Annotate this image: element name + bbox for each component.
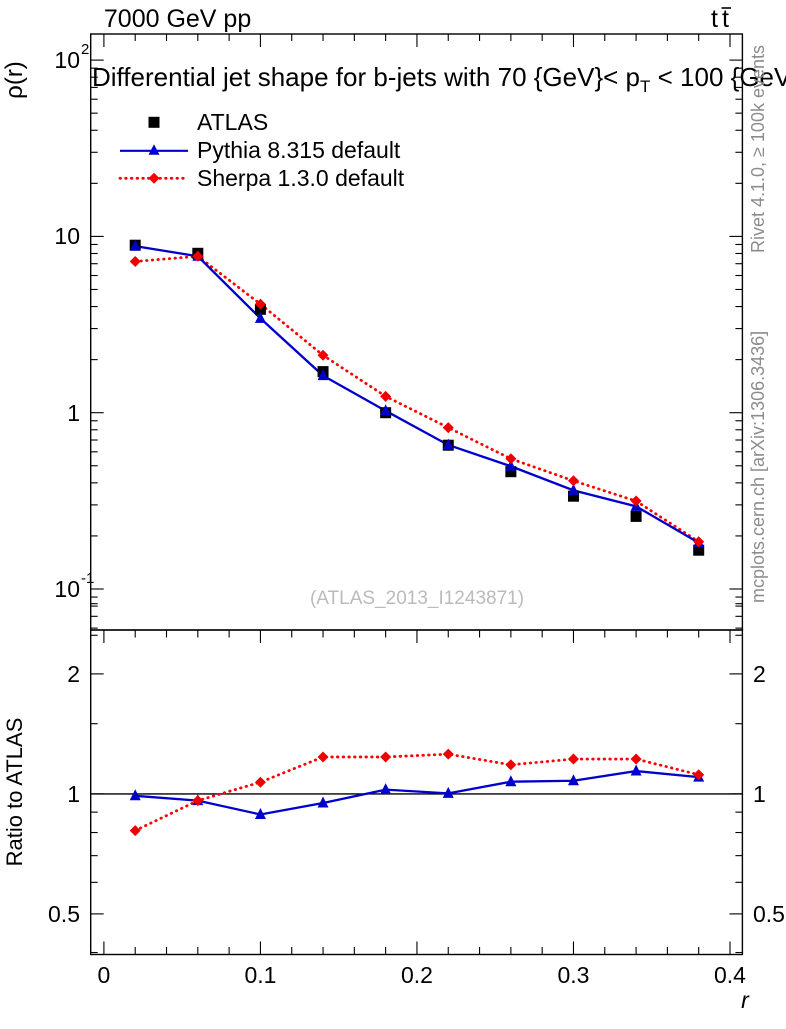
svg-text:0.5: 0.5 [48, 901, 80, 927]
svg-text:0.3: 0.3 [557, 962, 589, 988]
svg-text:0.1: 0.1 [244, 962, 276, 988]
svg-text:mcplots.cern.ch [arXiv:1306.34: mcplots.cern.ch [arXiv:1306.3436] [748, 331, 768, 603]
svg-text:0.4: 0.4 [714, 962, 746, 988]
svg-text:0.5: 0.5 [753, 901, 785, 927]
svg-text:2: 2 [753, 661, 766, 687]
svg-text:2: 2 [81, 41, 89, 58]
svg-text:Ratio to ATLAS: Ratio to ATLAS [2, 718, 27, 867]
svg-text:0: 0 [98, 962, 111, 988]
svg-text:2: 2 [67, 661, 80, 687]
svg-text:t: t [722, 5, 729, 33]
svg-text:7000 GeV pp: 7000 GeV pp [104, 5, 251, 33]
svg-text:-1: -1 [81, 570, 94, 587]
svg-text:r: r [741, 987, 750, 1013]
svg-text:Sherpa 1.3.0 default: Sherpa 1.3.0 default [197, 165, 405, 191]
svg-text:Pythia 8.315 default: Pythia 8.315 default [197, 137, 401, 163]
svg-text:ATLAS: ATLAS [197, 109, 268, 135]
svg-text:10: 10 [54, 223, 80, 249]
svg-text:1: 1 [67, 400, 80, 426]
svg-text:Differential jet shape for b-j: Differential jet shape for b-jets with 7… [92, 62, 786, 96]
svg-text:Rivet 4.1.0, ≥ 100k events: Rivet 4.1.0, ≥ 100k events [748, 45, 768, 253]
svg-text:0.2: 0.2 [401, 962, 433, 988]
svg-text:(ATLAS_2013_I1243871): (ATLAS_2013_I1243871) [310, 588, 524, 609]
svg-text:1: 1 [67, 781, 80, 807]
svg-text:ρ(r): ρ(r) [1, 61, 28, 99]
svg-text:10: 10 [54, 576, 80, 602]
svg-text:10: 10 [54, 47, 80, 73]
svg-text:t: t [711, 5, 718, 33]
svg-text:1: 1 [753, 781, 766, 807]
